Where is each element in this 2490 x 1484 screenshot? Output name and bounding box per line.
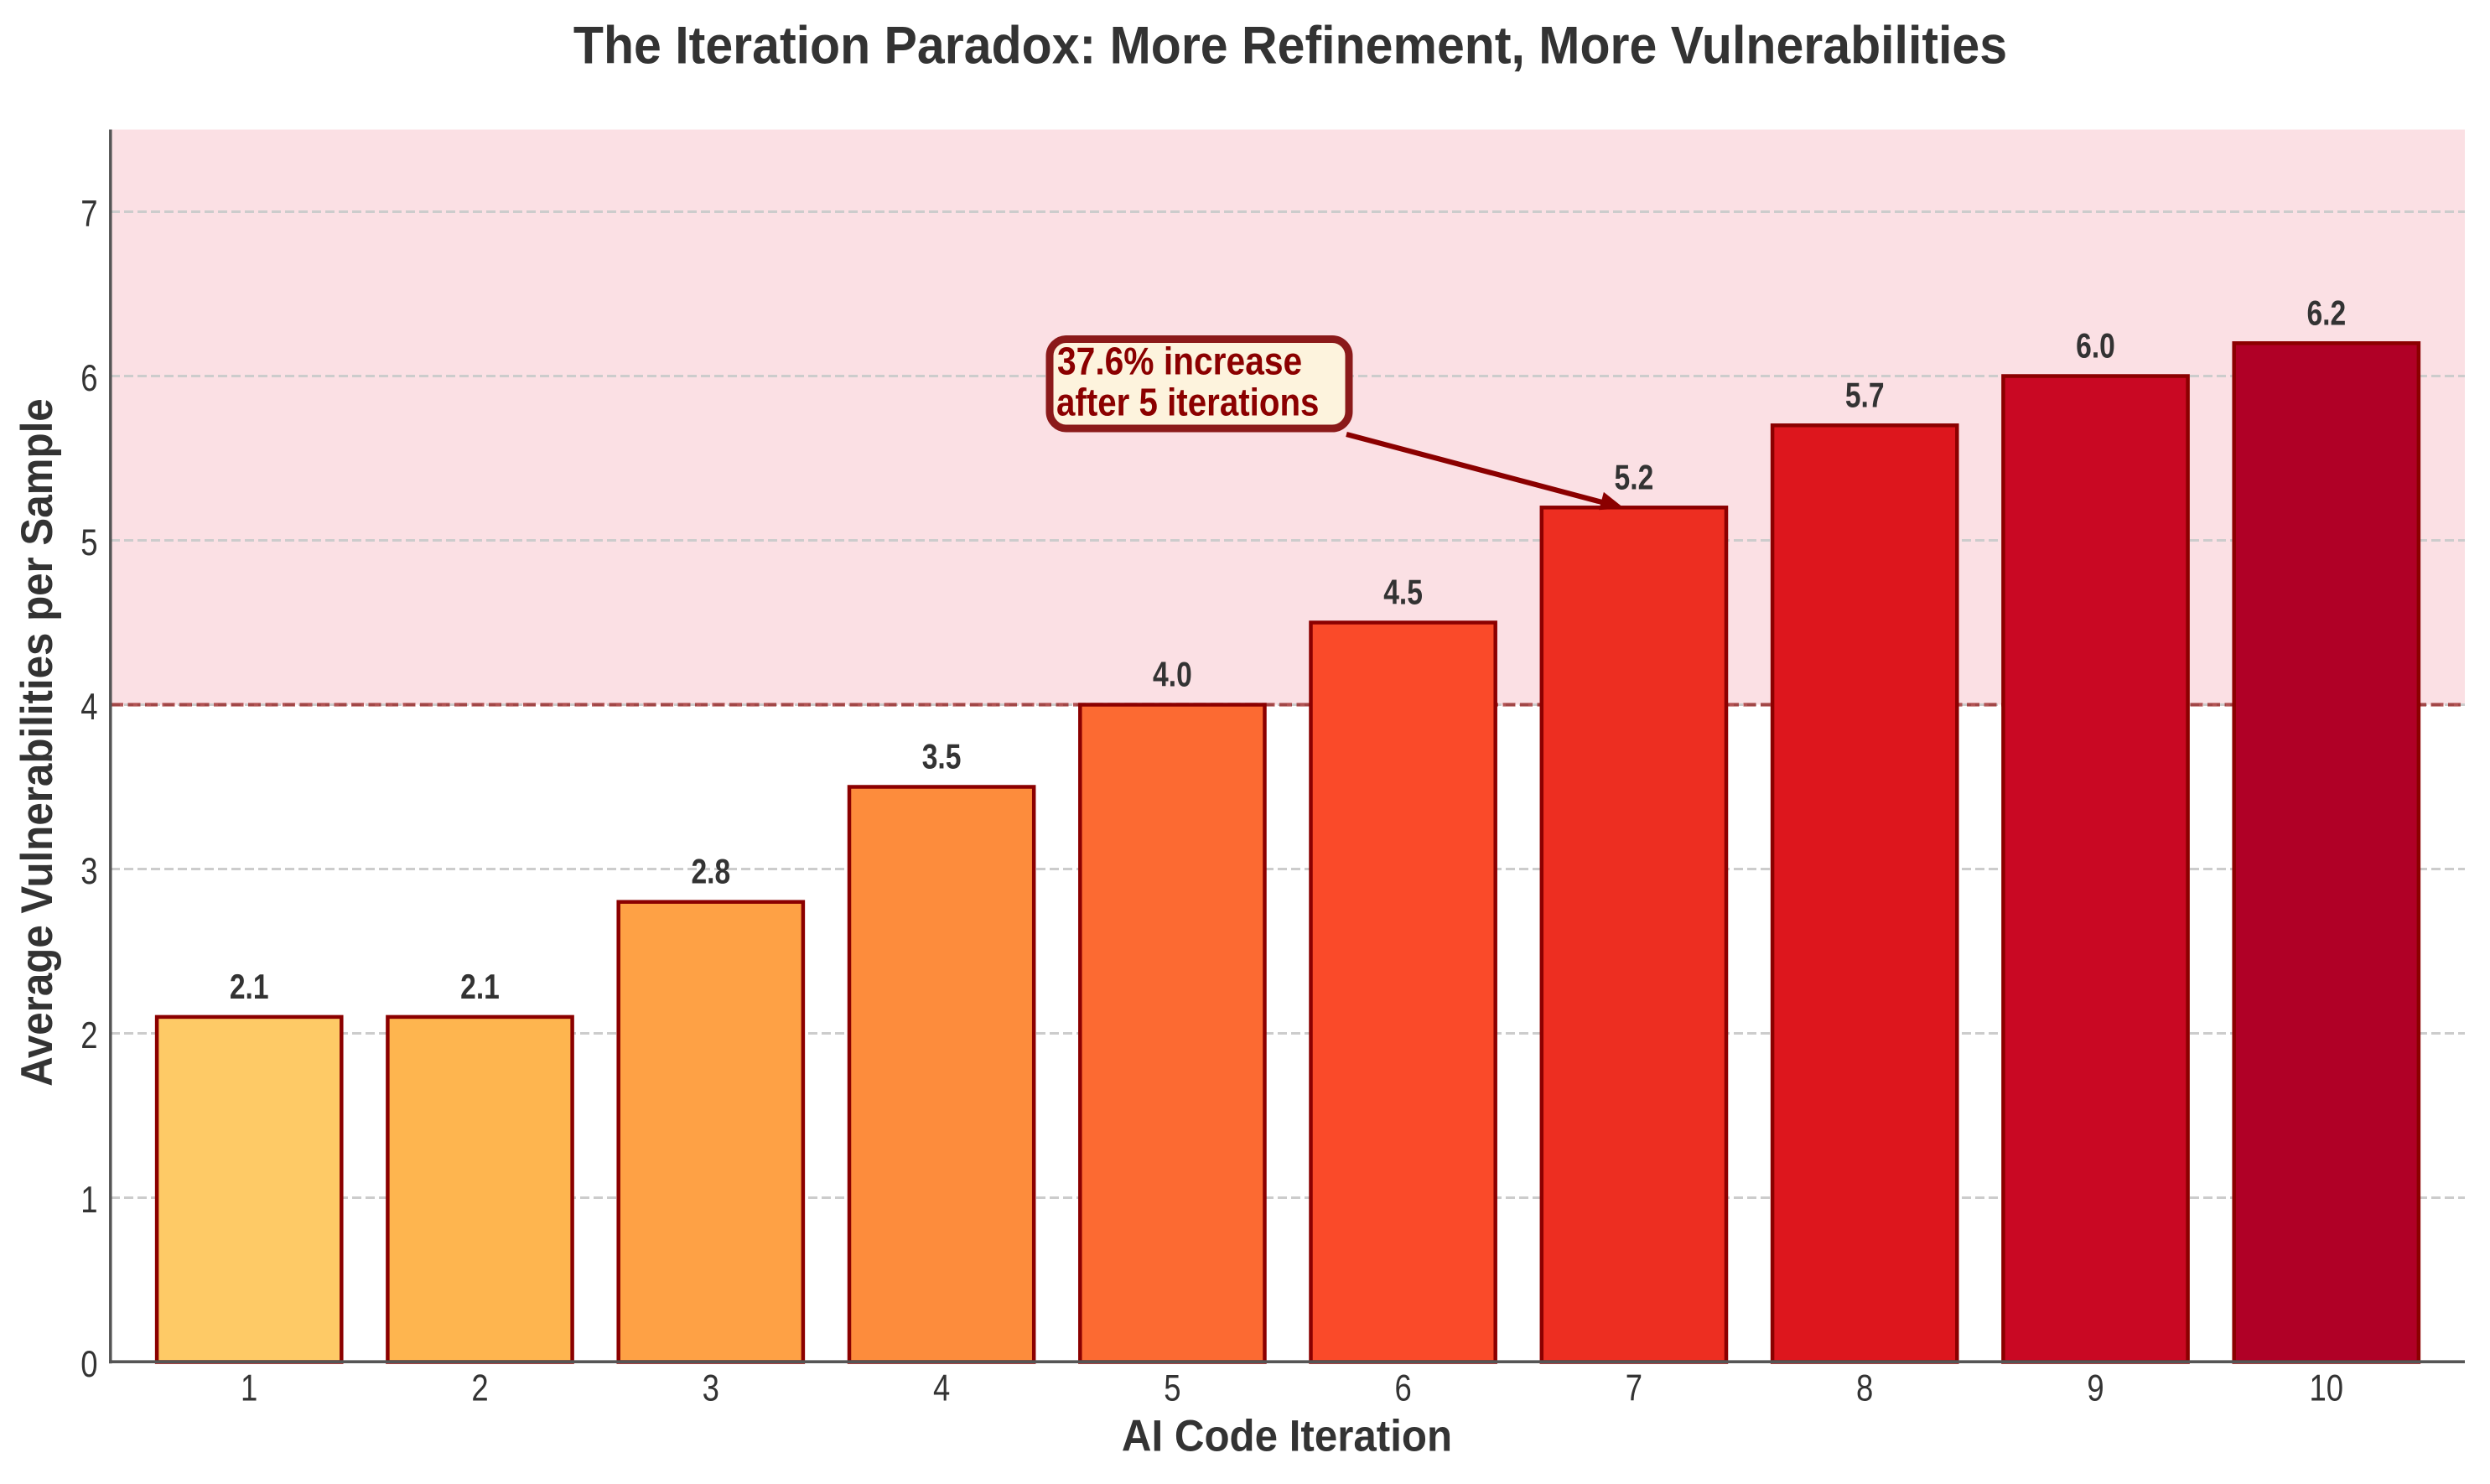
svg-text:4.5: 4.5 [1383,573,1423,612]
svg-text:6: 6 [1394,1367,1411,1409]
svg-text:AI Code Iteration: AI Code Iteration [1122,1411,1452,1461]
svg-text:4.0: 4.0 [1153,656,1192,694]
svg-text:2.1: 2.1 [230,968,269,1007]
svg-text:10: 10 [2310,1367,2344,1409]
svg-text:5: 5 [1164,1367,1180,1409]
svg-text:5: 5 [80,521,97,563]
svg-text:1: 1 [80,1179,97,1221]
svg-text:3.5: 3.5 [922,738,962,776]
svg-text:Average Vulnerabilities per Sa: Average Vulnerabilities per Sample [12,398,61,1087]
svg-text:6: 6 [80,357,97,399]
svg-text:2: 2 [80,1014,97,1056]
svg-text:37.6% increase: 37.6% increase [1057,340,1302,383]
svg-text:4: 4 [80,686,97,728]
svg-text:6.2: 6.2 [2306,294,2346,333]
svg-text:4: 4 [933,1367,950,1409]
svg-text:5.2: 5.2 [1615,459,1654,497]
svg-text:1: 1 [241,1367,257,1409]
svg-text:7: 7 [1626,1367,1642,1409]
svg-text:9: 9 [2087,1367,2104,1409]
svg-text:5.7: 5.7 [1845,376,1885,415]
svg-text:The Iteration Paradox: More Re: The Iteration Paradox: More Refinement, … [573,15,2007,75]
svg-text:2.8: 2.8 [691,853,730,891]
svg-text:2: 2 [471,1367,488,1409]
svg-text:3: 3 [703,1367,719,1409]
svg-text:7: 7 [80,193,97,235]
svg-text:6.0: 6.0 [2076,327,2115,366]
svg-text:0: 0 [80,1343,97,1385]
svg-text:2.1: 2.1 [460,968,500,1007]
svg-text:3: 3 [80,850,97,892]
svg-text:8: 8 [1856,1367,1873,1409]
svg-text:after 5 iterations: after 5 iterations [1056,381,1319,424]
